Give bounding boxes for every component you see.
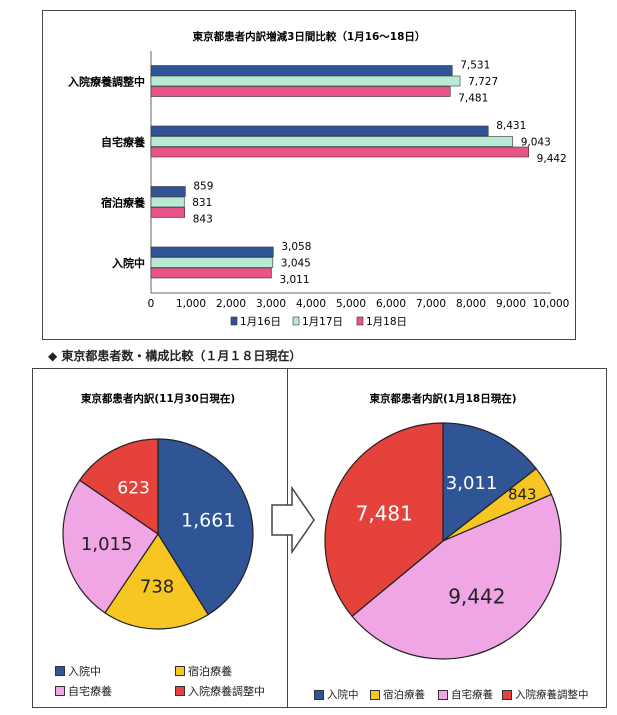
legend-item-inpatient: 入院中 xyxy=(314,687,359,702)
x-tick-label: 10,000 xyxy=(533,298,570,310)
legend-swatch xyxy=(175,666,185,676)
legend-label: 入院療養調整中 xyxy=(515,687,589,702)
data-label: 3,045 xyxy=(281,257,311,269)
legend-swatch xyxy=(357,317,363,325)
legend-label: 1月17日 xyxy=(302,316,343,328)
chart-title: 東京都患者内訳(1月18日現在) xyxy=(369,392,516,405)
legend-label: 自宅療養 xyxy=(68,683,112,699)
x-tick-label: 8,000 xyxy=(456,298,486,310)
category-label: 自宅療養 xyxy=(101,135,145,149)
pie-chart-nov30: 東京都患者内訳(11月30日現在) 1,661 738 1,015 623 xyxy=(33,369,288,707)
legend-swatch xyxy=(55,666,65,676)
legend-swatch xyxy=(175,686,185,696)
legend-item-hotel: 宿泊療養 xyxy=(175,663,232,679)
data-label: 3,058 xyxy=(281,241,311,253)
legend-item-home: 自宅療養 xyxy=(438,687,493,702)
bar xyxy=(151,247,273,257)
bar xyxy=(151,197,184,207)
data-label: 7,531 xyxy=(460,59,490,71)
slice-label: 1,661 xyxy=(181,509,235,531)
legend-swatch xyxy=(438,690,448,700)
data-label: 9,442 xyxy=(537,153,567,165)
bar xyxy=(151,258,273,268)
legend-item-adjusting: 入院療養調整中 xyxy=(502,687,589,702)
slice-label: 1,015 xyxy=(81,534,133,555)
data-label: 831 xyxy=(192,197,212,209)
legend-label: 入院中 xyxy=(327,687,359,702)
data-label: 843 xyxy=(193,213,213,225)
bar xyxy=(151,66,452,76)
bar-chart-panel: 東京都患者内訳増減3日間比較（1月16～18日） 0 1,000 2,000 3,000… xyxy=(42,10,576,340)
data-label: 9,043 xyxy=(521,136,551,148)
data-label: 3,011 xyxy=(279,274,309,286)
legend-item-hotel: 宿泊療養 xyxy=(370,687,425,702)
legend-swatch xyxy=(502,690,512,700)
slice-label: 623 xyxy=(117,479,149,499)
legend-label: 自宅療養 xyxy=(451,687,493,702)
bar xyxy=(151,268,271,278)
bar xyxy=(151,147,529,157)
pie-chart-panel-jan18: 東京都患者内訳(1月18日現在) 3,011 843 9,442 7,481 入院中 宿… xyxy=(287,368,607,708)
legend-label: 1月16日 xyxy=(240,316,281,328)
slice-label: 843 xyxy=(508,486,537,504)
legend-swatch xyxy=(55,686,65,696)
bar xyxy=(151,208,185,218)
x-tick-label: 2,000 xyxy=(216,298,246,310)
x-tick-label: 9,000 xyxy=(496,298,526,310)
slice-label: 7,481 xyxy=(356,501,413,525)
x-tick-label: 6,000 xyxy=(376,298,406,310)
category-label: 入院療養調整中 xyxy=(68,74,145,88)
legend-swatch xyxy=(314,690,324,700)
legend-swatch xyxy=(293,317,299,325)
legend-label: 宿泊療養 xyxy=(383,687,425,702)
data-label: 7,727 xyxy=(468,76,498,88)
section-heading: ◆ 東京都患者数・構成比較（１月１８日現在） xyxy=(48,347,301,364)
bar-chart: 東京都患者内訳増減3日間比較（1月16～18日） 0 1,000 2,000 3,000… xyxy=(43,11,575,339)
slice-label: 3,011 xyxy=(446,473,498,494)
x-tick-label: 3,000 xyxy=(256,298,286,310)
x-tick-label: 4,000 xyxy=(296,298,326,310)
x-tick-label: 5,000 xyxy=(336,298,366,310)
legend-label: 入院療養調整中 xyxy=(188,683,265,699)
bar xyxy=(151,137,513,147)
slice-label: 9,442 xyxy=(448,584,505,608)
data-label: 8,431 xyxy=(496,120,526,132)
bar xyxy=(151,187,185,197)
legend-label: 宿泊療養 xyxy=(188,663,232,679)
chart-title: 東京都患者内訳増減3日間比較（1月16～18日） xyxy=(193,30,426,43)
x-tick-label: 1,000 xyxy=(176,298,206,310)
category-label: 宿泊療養 xyxy=(101,195,145,209)
bar xyxy=(151,76,460,86)
legend-item-adjusting: 入院療養調整中 xyxy=(175,683,265,699)
bar xyxy=(151,87,450,97)
data-label: 859 xyxy=(193,180,213,192)
bar xyxy=(151,126,488,136)
data-label: 7,481 xyxy=(458,92,488,104)
category-label: 入院中 xyxy=(112,256,145,270)
chart-title: 東京都患者内訳(11月30日現在) xyxy=(81,392,235,405)
pie-chart-jan18: 東京都患者内訳(1月18日現在) 3,011 843 9,442 7,481 xyxy=(288,369,606,707)
legend-item-inpatient: 入院中 xyxy=(55,663,101,679)
legend-label: 入院中 xyxy=(68,663,101,679)
legend-swatch xyxy=(231,317,237,325)
x-tick-label: 7,000 xyxy=(416,298,446,310)
legend-item-home: 自宅療養 xyxy=(55,683,112,699)
x-tick-label: 0 xyxy=(148,298,155,310)
legend-label: 1月18日 xyxy=(366,316,407,328)
legend-swatch xyxy=(370,690,380,700)
pie-chart-panel-nov30: 東京都患者内訳(11月30日現在) 1,661 738 1,015 623 入院中 宿泊… xyxy=(32,368,289,708)
slice-label: 738 xyxy=(140,577,174,598)
